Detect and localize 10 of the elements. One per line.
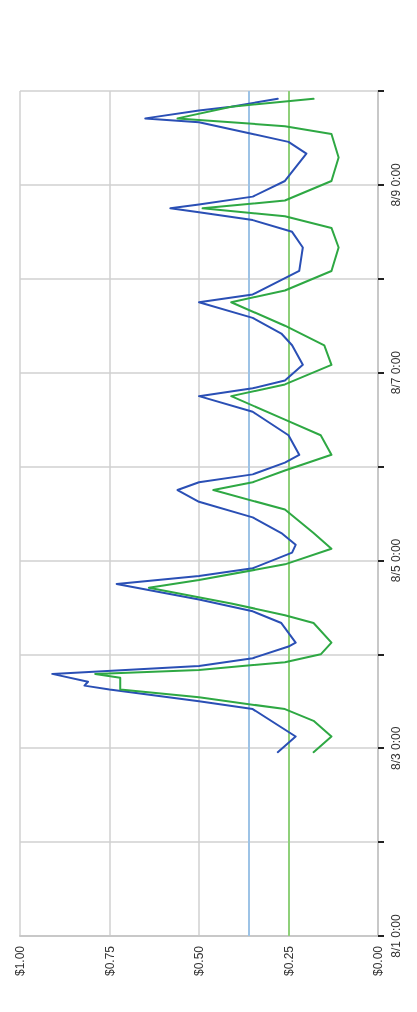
y-tick-label: 8/7 0:00 bbox=[389, 350, 403, 395]
y-tick-label: 8/1 0:00 bbox=[389, 913, 403, 958]
x-tick-label: $0.00 bbox=[371, 945, 385, 977]
x-tick-label: $0.75 bbox=[102, 945, 117, 977]
y-tick-label: 8/5 0:00 bbox=[389, 538, 403, 583]
x-tick-label: $0.25 bbox=[281, 945, 296, 977]
y-tick-label: 8/3 0:00 bbox=[389, 726, 403, 770]
x-tick-label: $1.00 bbox=[13, 945, 27, 977]
y-tick-label: 8/9 0:00 bbox=[389, 162, 403, 207]
x-tick-label: $0.50 bbox=[192, 945, 206, 977]
